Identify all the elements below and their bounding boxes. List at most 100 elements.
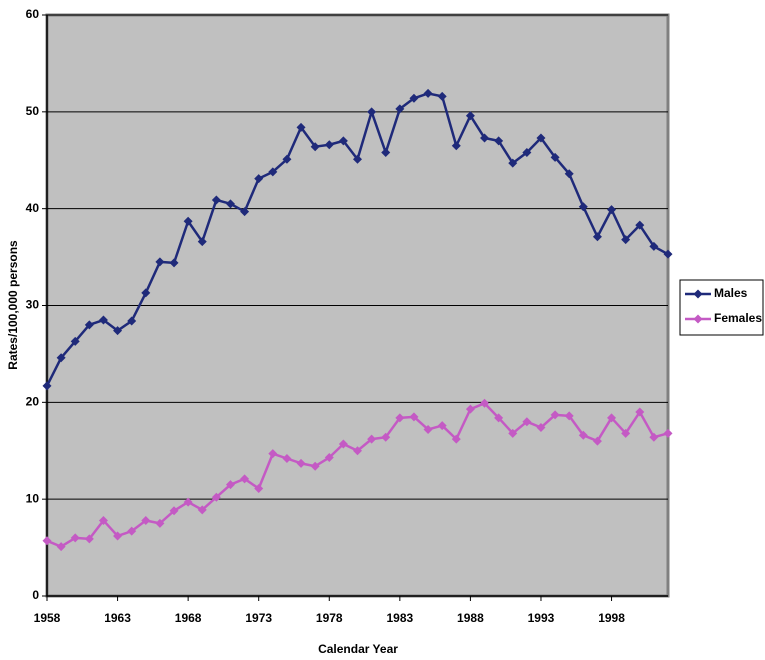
y-axis-title: Rates/100,000 persons [6, 240, 20, 370]
point-marker [607, 205, 617, 215]
point-marker [141, 515, 151, 525]
point-marker [592, 232, 602, 242]
y-tick-label: 60 [26, 7, 40, 21]
point-marker [437, 421, 447, 431]
point-marker [635, 220, 645, 230]
point-marker [522, 417, 532, 427]
point-marker [338, 439, 348, 449]
point-marker [211, 492, 221, 502]
point-marker [508, 428, 518, 438]
point-marker [649, 241, 659, 251]
legend-marker [693, 289, 703, 299]
point-marker [98, 515, 108, 525]
point-marker [437, 91, 447, 101]
x-tick-label: 1983 [386, 611, 413, 625]
point-marker [338, 136, 348, 146]
x-tick-label: 1988 [457, 611, 484, 625]
y-tick-label: 0 [32, 588, 39, 602]
point-marker [56, 353, 66, 363]
point-marker [423, 424, 433, 434]
point-marker [381, 432, 391, 442]
point-marker [183, 216, 193, 226]
point-marker [592, 436, 602, 446]
point-marker [324, 453, 334, 463]
point-marker [409, 412, 419, 422]
point-marker [310, 461, 320, 471]
x-tick-label: 1958 [34, 611, 61, 625]
x-tick-label: 1973 [245, 611, 272, 625]
point-marker [353, 154, 362, 164]
point-marker [282, 154, 292, 164]
point-marker [536, 133, 546, 143]
x-tick-label: 1968 [175, 611, 202, 625]
point-marker [395, 413, 405, 423]
point-marker [296, 458, 306, 468]
point-marker [268, 449, 278, 459]
point-marker [141, 288, 151, 298]
point-marker [465, 404, 475, 414]
point-marker [494, 413, 504, 423]
point-marker [607, 413, 617, 423]
point-marker [84, 534, 94, 544]
point-marker [254, 174, 264, 184]
point-marker [42, 381, 52, 391]
point-marker [649, 432, 659, 442]
point-marker [536, 423, 546, 433]
point-marker [169, 506, 179, 516]
y-tick-label: 10 [26, 491, 40, 505]
point-marker [169, 258, 179, 268]
x-tick-label: 1963 [104, 611, 131, 625]
point-marker [254, 484, 264, 494]
point-marker [84, 320, 94, 330]
point-marker [197, 505, 207, 515]
legend-label: Males [714, 286, 748, 300]
y-tick-label: 30 [26, 298, 40, 312]
point-marker [663, 249, 673, 259]
x-tick-label: 1993 [528, 611, 555, 625]
point-marker [494, 136, 504, 146]
x-tick-label: 1978 [316, 611, 343, 625]
point-marker [98, 315, 108, 325]
point-marker [564, 169, 574, 179]
point-marker [367, 434, 377, 444]
point-marker [310, 142, 320, 152]
point-marker [564, 411, 574, 421]
point-marker [550, 410, 560, 420]
point-marker [578, 430, 588, 440]
point-marker [183, 497, 193, 507]
point-marker [550, 152, 560, 162]
point-marker [621, 235, 631, 245]
point-marker [451, 434, 461, 444]
point-marker [155, 518, 165, 528]
point-marker [240, 207, 250, 217]
point-marker [621, 428, 631, 438]
point-marker [381, 148, 391, 158]
point-marker [56, 542, 66, 552]
point-marker [480, 133, 490, 143]
point-marker [367, 107, 377, 117]
x-tick-label: 1998 [598, 611, 625, 625]
point-marker [409, 93, 419, 103]
point-marker [324, 140, 334, 150]
point-marker [197, 237, 207, 247]
point-marker [70, 533, 80, 543]
point-marker [127, 526, 137, 536]
point-marker [155, 257, 165, 267]
point-marker [70, 336, 80, 346]
point-marker [522, 148, 532, 158]
point-marker [113, 326, 123, 336]
point-marker [480, 398, 490, 408]
point-marker [395, 104, 405, 114]
point-marker [296, 122, 306, 132]
point-marker [508, 158, 518, 168]
point-marker [113, 531, 123, 541]
x-axis-title: Calendar Year [318, 642, 398, 656]
point-marker [353, 446, 362, 456]
point-marker [42, 536, 52, 546]
point-marker [240, 474, 250, 484]
y-tick-label: 20 [26, 395, 40, 409]
legend-box [679, 279, 764, 336]
point-marker [578, 202, 588, 212]
y-tick-label: 40 [26, 201, 40, 215]
